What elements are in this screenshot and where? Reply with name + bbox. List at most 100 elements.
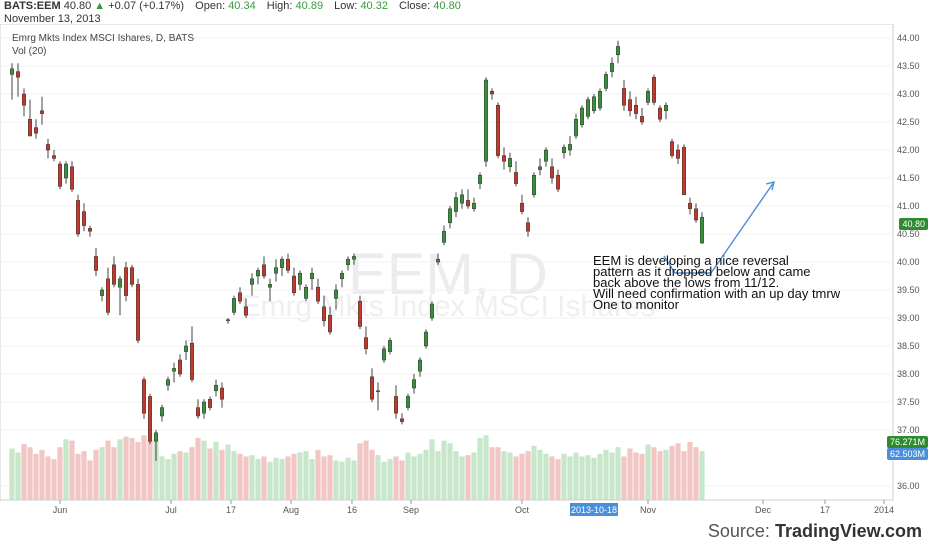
candle-body[interactable]: [568, 144, 572, 151]
candle-body[interactable]: [340, 272, 344, 280]
candle-body[interactable]: [28, 118, 32, 137]
candle-body[interactable]: [292, 275, 296, 294]
symbol-name[interactable]: BATS:EEM: [4, 0, 61, 12]
candle-body[interactable]: [586, 99, 590, 117]
candle-body[interactable]: [268, 284, 272, 288]
candle-body[interactable]: [166, 379, 170, 386]
candle-body[interactable]: [640, 116, 644, 123]
candle-body[interactable]: [160, 407, 164, 417]
candle-body[interactable]: [100, 289, 104, 296]
candle-body[interactable]: [148, 396, 152, 442]
candle-body[interactable]: [496, 104, 500, 156]
candle-body[interactable]: [142, 379, 146, 414]
candle-body[interactable]: [592, 96, 596, 112]
candle-body[interactable]: [346, 258, 350, 266]
candle-body[interactable]: [208, 398, 212, 408]
candle-body[interactable]: [694, 208, 698, 221]
candle-body[interactable]: [34, 127, 38, 134]
candle-body[interactable]: [322, 306, 326, 322]
candle-body[interactable]: [502, 155, 506, 162]
candle-body[interactable]: [514, 172, 518, 184]
candle-body[interactable]: [16, 71, 20, 78]
candle-body[interactable]: [172, 368, 176, 372]
candle-body[interactable]: [676, 149, 680, 159]
candle-body[interactable]: [376, 390, 380, 393]
candle-body[interactable]: [646, 90, 650, 103]
candle-body[interactable]: [304, 286, 308, 299]
candle-body[interactable]: [52, 155, 56, 159]
candle-body[interactable]: [298, 272, 302, 285]
candle-body[interactable]: [382, 348, 386, 361]
candle-body[interactable]: [448, 208, 452, 224]
candle-body[interactable]: [244, 306, 248, 316]
candle-body[interactable]: [10, 68, 14, 75]
candle-body[interactable]: [328, 314, 332, 333]
candle-body[interactable]: [526, 222, 530, 232]
volume-indicator-label[interactable]: Vol (20): [12, 46, 47, 57]
candle-body[interactable]: [538, 166, 542, 170]
candle-body[interactable]: [412, 379, 416, 389]
candle-body[interactable]: [46, 144, 50, 151]
candle-body[interactable]: [622, 88, 626, 106]
candle-body[interactable]: [136, 284, 140, 341]
candle-body[interactable]: [634, 104, 638, 114]
candle-body[interactable]: [184, 345, 188, 352]
tradingview-logo[interactable]: TradingView.com: [774, 521, 922, 541]
candle-body[interactable]: [214, 384, 218, 392]
candle-body[interactable]: [490, 90, 494, 95]
candle-body[interactable]: [580, 107, 584, 126]
candle-body[interactable]: [610, 62, 614, 72]
chart-panel[interactable]: EEM, D Emrg Mkts Index MSCI Ishares 44.00 4…: [0, 24, 932, 520]
candle-body[interactable]: [94, 256, 98, 271]
candle-body[interactable]: [250, 278, 254, 285]
candle-body[interactable]: [220, 387, 224, 400]
candle-body[interactable]: [670, 141, 674, 156]
candle-body[interactable]: [436, 258, 440, 263]
candle-body[interactable]: [118, 278, 122, 288]
candle-body[interactable]: [556, 174, 560, 190]
candle-body[interactable]: [334, 289, 338, 299]
candle-body[interactable]: [430, 303, 434, 319]
candle-body[interactable]: [76, 200, 80, 235]
candle-body[interactable]: [466, 200, 470, 207]
candle-body[interactable]: [460, 194, 464, 204]
candle-body[interactable]: [280, 258, 284, 268]
candle-body[interactable]: [628, 99, 632, 112]
candle-body[interactable]: [286, 258, 290, 271]
candle-body[interactable]: [652, 76, 656, 103]
projection-line[interactable]: [663, 181, 775, 274]
candle-body[interactable]: [658, 107, 662, 120]
candle-body[interactable]: [406, 396, 410, 408]
candle-body[interactable]: [82, 211, 86, 226]
candle-body[interactable]: [574, 118, 578, 137]
candle-body[interactable]: [418, 359, 422, 372]
candle-body[interactable]: [520, 202, 524, 212]
candle-body[interactable]: [604, 74, 608, 89]
candle-body[interactable]: [478, 174, 482, 184]
candle-body[interactable]: [262, 264, 266, 277]
candle-body[interactable]: [442, 230, 446, 243]
candle-body[interactable]: [316, 286, 320, 302]
candle-body[interactable]: [550, 166, 554, 179]
candle-body[interactable]: [22, 93, 26, 106]
candle-body[interactable]: [124, 267, 128, 296]
candle-body[interactable]: [226, 319, 230, 322]
candle-body[interactable]: [70, 166, 74, 190]
candle-body[interactable]: [598, 90, 602, 109]
candle-body[interactable]: [424, 331, 428, 347]
candle-body[interactable]: [688, 202, 692, 210]
candle-body[interactable]: [352, 256, 356, 260]
candle-body[interactable]: [508, 158, 512, 168]
candle-body[interactable]: [484, 79, 488, 162]
candle-body[interactable]: [196, 407, 200, 417]
annotation-note[interactable]: EEM is developing a nice reversal patter…: [593, 254, 893, 311]
candle-body[interactable]: [394, 396, 398, 414]
candle-body[interactable]: [358, 300, 362, 327]
candle-body[interactable]: [274, 267, 278, 274]
chart-title[interactable]: Emrg Mkts Index MSCI Ishares, D, BATS: [12, 33, 195, 44]
candle-body[interactable]: [616, 46, 620, 56]
candle-body[interactable]: [562, 146, 566, 154]
candle-body[interactable]: [232, 298, 236, 313]
candle-body[interactable]: [364, 337, 368, 350]
